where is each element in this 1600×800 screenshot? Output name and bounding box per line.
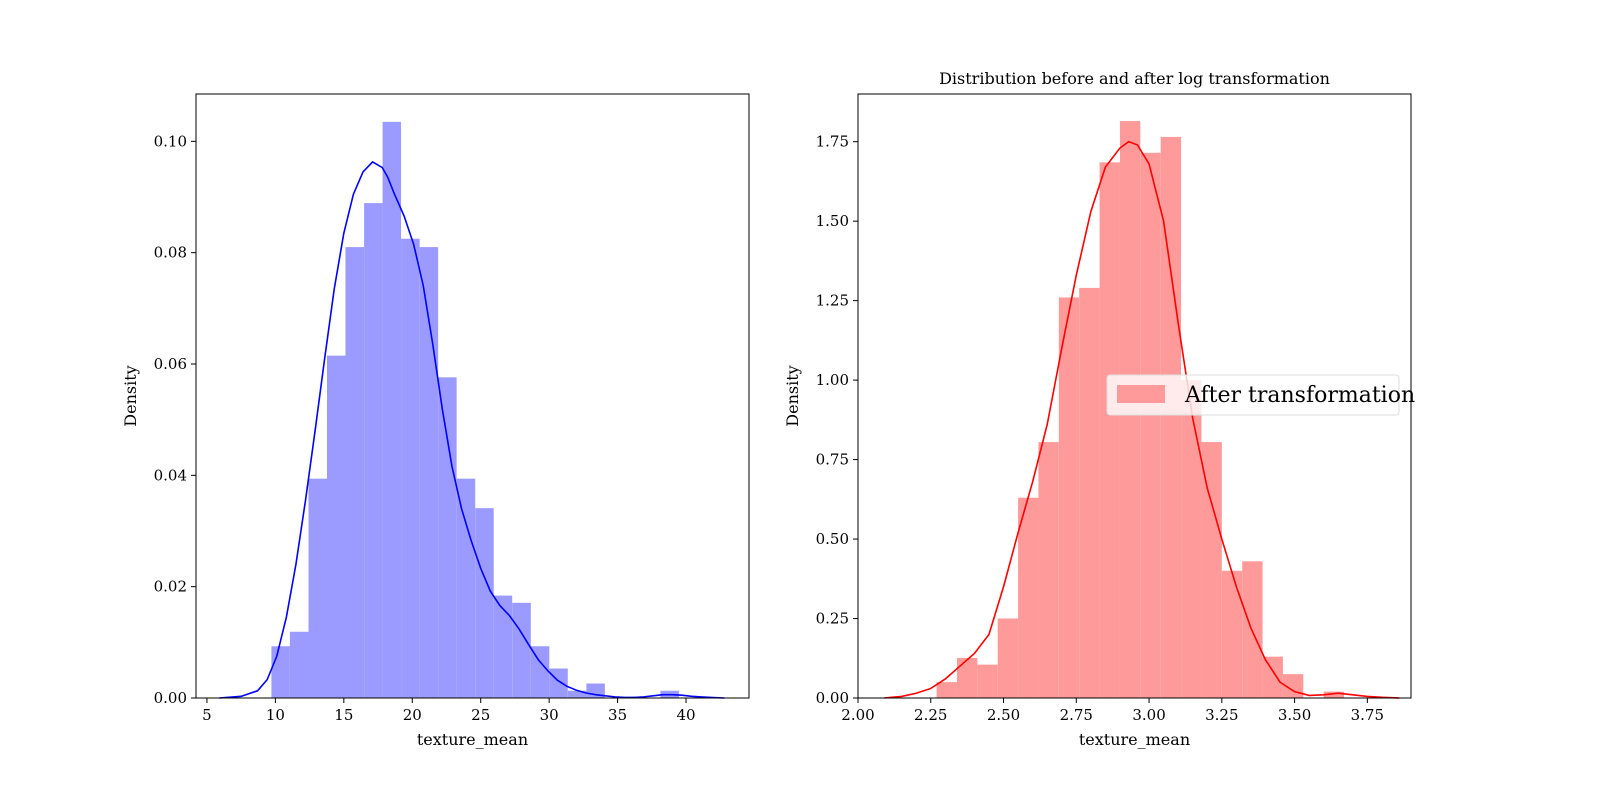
y-tick-label: 1.25 xyxy=(816,292,849,310)
histogram-bar xyxy=(289,631,309,698)
histogram-bar xyxy=(1140,152,1161,698)
histogram-bar xyxy=(1221,570,1243,698)
histogram-bar xyxy=(382,121,402,698)
histogram-bar xyxy=(1018,497,1039,698)
x-axis-ticks: 5 10 15 20 25 30 35 40 xyxy=(202,698,696,724)
histogram-bar xyxy=(1079,287,1100,698)
y-axis-label: Density xyxy=(121,365,140,426)
x-tick-label: 15 xyxy=(334,706,353,724)
y-tick-label: 0.50 xyxy=(816,530,849,548)
legend-swatch xyxy=(1117,385,1165,403)
x-tick-label: 2.50 xyxy=(987,706,1020,724)
x-axis-ticks: 2.00 2.25 2.50 2.75 3.00 3.25 3.50 3.75 xyxy=(841,698,1384,724)
histogram-panel-right: 2.00 2.25 2.50 2.75 3.00 3.25 3.50 3.75 0.00 0.2… xyxy=(783,69,1415,749)
x-tick-label: 30 xyxy=(540,706,559,724)
histogram-bar xyxy=(1201,442,1222,698)
x-tick-label: 2.00 xyxy=(841,706,874,724)
histogram-bar xyxy=(997,618,1019,698)
legend-box xyxy=(1106,374,1400,416)
histogram-panel-left: 5 10 15 20 25 30 35 40 0.00 0.02 0.04 0.06 0.08 0.10… xyxy=(121,93,750,749)
y-tick-label: 0.04 xyxy=(154,466,187,484)
y-tick-label: 0.00 xyxy=(154,689,187,707)
kde-curve xyxy=(884,140,1400,699)
histogram-bar xyxy=(1058,297,1080,698)
x-axis-label: texture_mean xyxy=(417,730,528,749)
x-tick-label: 2.25 xyxy=(914,706,947,724)
y-tick-label: 0.06 xyxy=(154,355,187,373)
kde-curve xyxy=(219,160,725,699)
x-axis-label: texture_mean xyxy=(1079,730,1190,749)
y-axis-ticks: 0.00 0.25 0.50 0.75 1.00 1.25 1.50 1.75 xyxy=(816,133,858,707)
chart-title: Distribution before and after log transf… xyxy=(939,69,1330,88)
y-tick-label: 1.50 xyxy=(816,212,849,230)
histogram-bar xyxy=(530,646,550,698)
histogram-bar xyxy=(493,595,513,698)
histogram-bar xyxy=(438,377,457,698)
y-tick-label: 0.10 xyxy=(154,132,187,150)
histogram-bar xyxy=(456,478,476,698)
x-tick-label: 2.75 xyxy=(1060,706,1093,724)
plot-frame xyxy=(857,93,1412,699)
histogram-bars xyxy=(271,121,679,699)
histogram-bar xyxy=(512,602,531,698)
y-axis-ticks: 0.00 0.02 0.04 0.06 0.08 0.10 xyxy=(154,132,196,707)
histogram-bar xyxy=(271,646,290,698)
x-tick-label: 3.00 xyxy=(1132,706,1165,724)
y-tick-label: 0.25 xyxy=(816,610,849,628)
histogram-bar xyxy=(308,478,327,698)
x-tick-label: 40 xyxy=(676,706,695,724)
histogram-bar xyxy=(345,247,365,698)
y-tick-label: 1.75 xyxy=(816,133,849,151)
plot-frame xyxy=(195,93,750,699)
x-tick-label: 3.50 xyxy=(1278,706,1311,724)
legend: After transformation xyxy=(1106,374,1415,416)
histogram-bar xyxy=(936,682,957,698)
histogram-bar xyxy=(326,355,346,698)
histogram-bar xyxy=(419,247,439,698)
y-tick-label: 0.02 xyxy=(154,578,187,596)
histogram-bar xyxy=(1181,380,1202,698)
histogram-bar xyxy=(956,657,978,698)
y-tick-label: 0.08 xyxy=(154,244,187,262)
legend-label: After transformation xyxy=(1184,383,1415,408)
x-tick-label: 10 xyxy=(266,706,285,724)
histogram-bar xyxy=(475,508,494,698)
y-axis-label: Density xyxy=(783,365,802,426)
x-tick-label: 3.25 xyxy=(1205,706,1238,724)
histogram-bar xyxy=(401,238,420,699)
x-tick-label: 3.75 xyxy=(1351,706,1384,724)
histogram-bar xyxy=(364,203,383,698)
x-tick-label: 20 xyxy=(403,706,422,724)
histogram-bar xyxy=(567,690,587,698)
histogram-bar xyxy=(1262,656,1283,698)
y-tick-label: 0.00 xyxy=(816,689,849,707)
x-tick-label: 5 xyxy=(202,706,212,724)
y-tick-label: 0.75 xyxy=(816,451,849,469)
y-tick-label: 1.00 xyxy=(816,371,849,389)
x-tick-label: 25 xyxy=(471,706,490,724)
x-tick-label: 35 xyxy=(608,706,627,724)
histogram-bar xyxy=(1099,162,1120,699)
histogram-bar xyxy=(977,664,998,698)
histogram-bar xyxy=(1160,136,1182,699)
histogram-bar xyxy=(549,668,568,698)
histogram-bar xyxy=(1323,691,1345,698)
histogram-bar xyxy=(1038,442,1059,698)
